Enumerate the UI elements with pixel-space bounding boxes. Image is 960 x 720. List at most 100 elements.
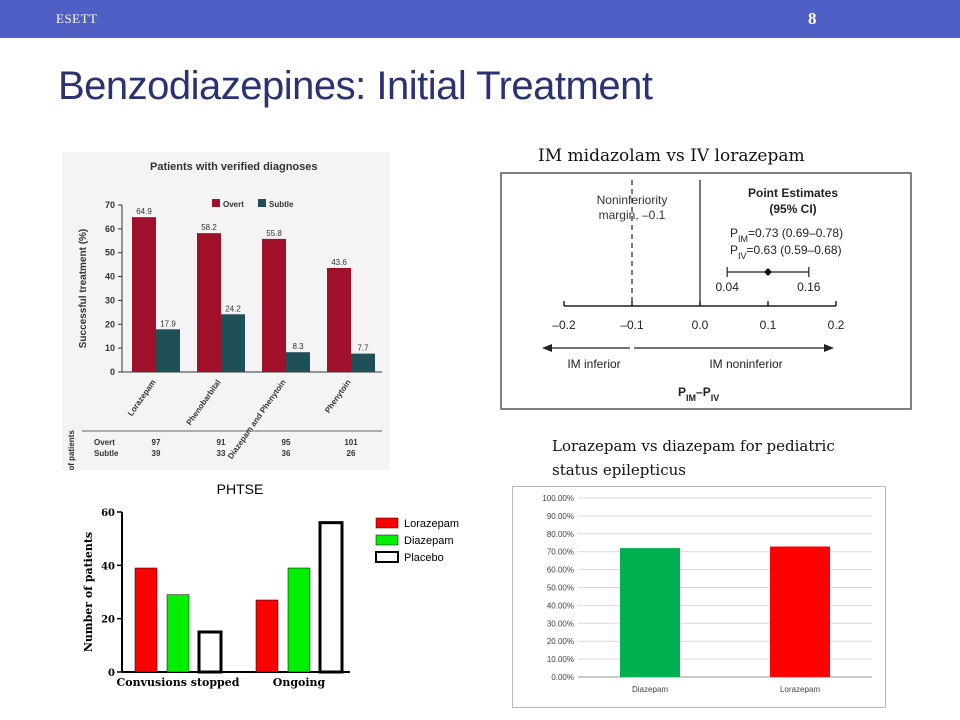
y-tick-label: 30 xyxy=(105,295,115,305)
y-tick-label: 40 xyxy=(101,561,115,572)
chart-frame xyxy=(500,172,912,410)
x-tick-label: –0.2 xyxy=(552,318,576,332)
estimates-heading: Point Estimates xyxy=(748,186,838,200)
y-tick-label: 70.00% xyxy=(547,548,574,557)
y-tick-label: 0 xyxy=(110,367,115,377)
table-cell: 39 xyxy=(152,449,161,458)
x-axis-label: PIM–PIV xyxy=(678,385,719,403)
bar-value-label: 43.6 xyxy=(331,258,347,267)
y-tick-label: 20.00% xyxy=(547,637,574,646)
bar-lorazepam xyxy=(770,546,830,677)
table-cell: 26 xyxy=(347,449,356,458)
x-category-label: Lorazepam xyxy=(126,378,158,418)
chart-title: Patients with verified diagnoses xyxy=(150,161,318,173)
table-header: No. of patients xyxy=(67,430,76,470)
arrow-noninferior-label: IM noninferior xyxy=(709,357,782,371)
slide-title: Benzodiazepines: Initial Treatment xyxy=(58,64,653,108)
y-tick-label: 70 xyxy=(105,200,115,210)
ci-label: 0.04 xyxy=(716,280,740,294)
y-tick-label: 100.00% xyxy=(542,494,574,503)
y-tick-label: 20 xyxy=(101,615,115,626)
bar-subtle xyxy=(286,352,310,372)
table-row-label: Subtle xyxy=(94,449,119,458)
estimate-iv: PIV=0.63 (0.59–0.68) xyxy=(730,243,842,261)
bar-value-label: 55.8 xyxy=(266,229,282,238)
x-category-label: Diazepam and Phenytoin xyxy=(226,378,288,461)
page-number: 8 xyxy=(808,9,817,28)
bar-overt xyxy=(197,233,221,372)
caption-midazolam: IM midazolam vs IV lorazepam xyxy=(538,146,805,166)
margin-label: Noninferiority xyxy=(597,193,668,207)
bar-lorazepam xyxy=(134,567,158,673)
table-cell: 33 xyxy=(217,449,226,458)
bar-subtle xyxy=(221,314,245,372)
y-tick-label: 10 xyxy=(105,343,115,353)
bar-value-label: 8.3 xyxy=(292,342,304,351)
header-brand: ESETT xyxy=(56,11,98,26)
bar-lorazepam xyxy=(255,599,279,673)
estimate-im: PIM=0.73 (0.69–0.78) xyxy=(730,226,843,244)
x-tick-label: 0.1 xyxy=(760,318,777,332)
y-tick-label: 10.00% xyxy=(547,655,574,664)
bar-value-label: 7.7 xyxy=(357,344,369,353)
header-bar: ESETT 8 xyxy=(0,0,960,38)
legend-swatch-subtle xyxy=(258,199,266,207)
bar-value-label: 24.2 xyxy=(225,304,241,313)
x-category-label: Diazepam xyxy=(632,685,668,694)
legend-label-lorazepam: Lorazepam xyxy=(404,518,459,530)
table-cell: 101 xyxy=(344,438,358,447)
y-tick-label: 50 xyxy=(105,248,115,258)
x-category-label: Ongoing xyxy=(273,676,326,689)
y-tick-label: 60 xyxy=(105,224,115,234)
legend-label-subtle: Subtle xyxy=(269,200,294,209)
point-estimate xyxy=(764,268,772,276)
arrow-inferior-label: IM inferior xyxy=(567,357,620,371)
bar-subtle xyxy=(156,329,180,372)
table-cell: 97 xyxy=(152,438,161,447)
y-tick-label: 0 xyxy=(108,668,115,679)
bar-overt xyxy=(262,238,286,372)
bar-overt xyxy=(132,217,156,372)
legend-swatch-placebo xyxy=(375,551,399,563)
ci-label: 0.16 xyxy=(797,280,821,294)
y-tick-label: 60 xyxy=(101,508,115,519)
y-tick-label: 50.00% xyxy=(547,584,574,593)
y-tick-label: 40 xyxy=(105,272,115,282)
legend-swatch-overt xyxy=(212,199,220,207)
arrow-noninferior-head xyxy=(824,344,834,352)
bar-overt xyxy=(327,267,351,372)
bar-value-label: 58.2 xyxy=(201,223,217,232)
legend-swatch-diazepam xyxy=(375,534,399,546)
y-axis-label: Number of patients xyxy=(82,532,95,652)
pediatric-svg: 0.00% 10.00% 20.00% 30.00% 40.00% 50.00% 60.00… xyxy=(512,486,886,708)
table-cell: 36 xyxy=(282,449,291,458)
bar-value-label: 64.9 xyxy=(136,207,152,216)
y-axis-label: Successful treatment (%) xyxy=(78,229,89,348)
chart-title: PHTSE xyxy=(217,481,264,497)
table-cell: 91 xyxy=(217,438,226,447)
y-tick-label: 60.00% xyxy=(547,566,574,575)
table-cell: 95 xyxy=(282,438,291,447)
y-tick-label: 30.00% xyxy=(547,619,574,628)
legend-label-diazepam: Diazepam xyxy=(404,535,454,547)
bar-placebo xyxy=(197,630,223,674)
pediatric-chart: 0.00% 10.00% 20.00% 30.00% 40.00% 50.00% 60.00… xyxy=(512,486,886,708)
x-category-label: Convusions stopped xyxy=(117,676,240,689)
x-category-label: Lorazepam xyxy=(780,685,820,694)
y-tick-label: 80.00% xyxy=(547,530,574,539)
arrow-inferior-head xyxy=(542,344,552,352)
noninferiority-chart: –0.2 –0.1 0.0 0.1 0.2 Noninferiority margin, –… xyxy=(500,172,912,410)
verified-diagnoses-svg: Patients with verified diagnoses Overt Sub… xyxy=(62,152,390,486)
bar-subtle xyxy=(351,353,375,372)
x-tick-label: 0.2 xyxy=(828,318,845,332)
x-tick-label: –0.1 xyxy=(620,318,644,332)
bar-value-label: 17.9 xyxy=(160,319,176,328)
caption-pediatric: Lorazepam vs diazepam for pediatric stat… xyxy=(552,437,835,479)
bar-diazepam xyxy=(620,548,680,677)
legend-label-placebo: Placebo xyxy=(404,552,444,564)
legend-label-overt: Overt xyxy=(223,200,244,209)
y-tick-label: 20 xyxy=(105,319,115,329)
y-tick-label: 40.00% xyxy=(547,601,574,610)
legend-swatch-lorazepam xyxy=(375,517,399,529)
